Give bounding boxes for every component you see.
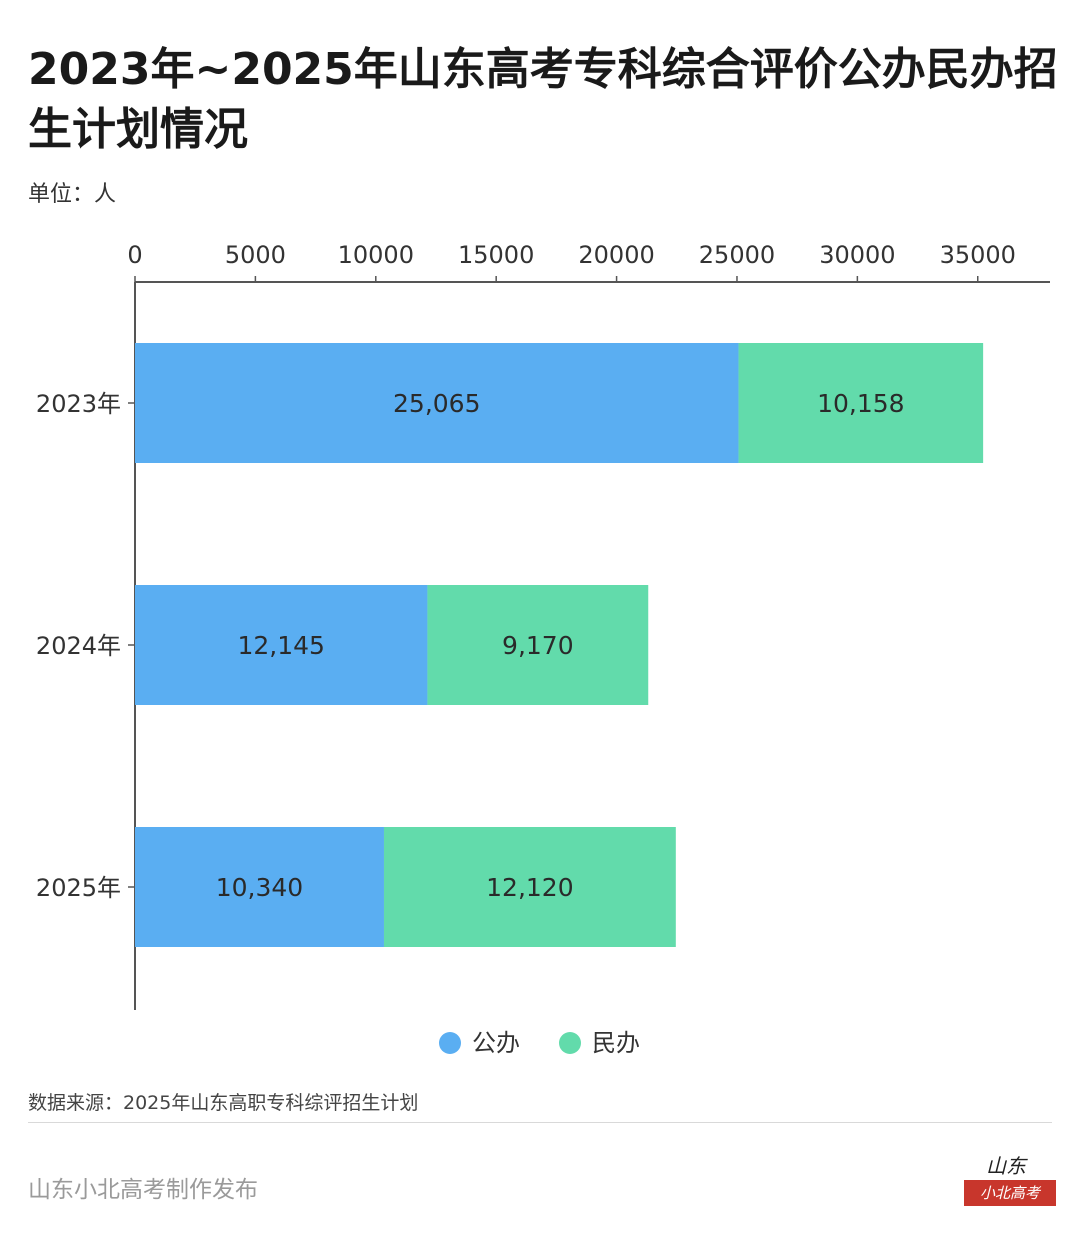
bar-segment	[738, 343, 984, 463]
x-tick-label: 15000	[458, 241, 534, 269]
unit-label: 单位：人	[28, 182, 117, 207]
bar-segment	[135, 343, 739, 463]
data-source: 数据来源：2025年山东高职专科综评招生计划	[28, 1092, 419, 1114]
x-tick-label: 20000	[578, 241, 654, 269]
legend-marker	[559, 1032, 581, 1054]
x-tick-label: 35000	[940, 241, 1016, 269]
stacked-bar-chart: 0 5000 10000 15000 20000 25000 30000 35000 2023年…	[36, 241, 1050, 1057]
data-label: 25,065	[393, 389, 480, 418]
data-label: 12,145	[237, 631, 324, 660]
category-label: 2024年	[36, 632, 121, 660]
bar-segment	[427, 585, 649, 705]
category-label: 2025年	[36, 874, 121, 902]
legend-label: 民办	[592, 1029, 640, 1057]
divider	[28, 1122, 1052, 1123]
bar-segment	[135, 827, 384, 947]
chart-title: 2023年~2025年山东高考专科综合评价公办民办招生计划情况	[28, 44, 1058, 155]
brand-logo: 山东 小北高考	[964, 1150, 1056, 1210]
x-tick-label: 10000	[338, 241, 414, 269]
category-label: 2023年	[36, 390, 121, 418]
legend-marker	[439, 1032, 461, 1054]
data-label: 9,170	[502, 631, 574, 660]
data-label: 10,340	[216, 873, 303, 902]
footer-credit: 山东小北高考制作发布	[28, 1177, 258, 1203]
x-tick-label: 25000	[699, 241, 775, 269]
x-tick-label: 0	[127, 241, 142, 269]
x-tick-label: 30000	[819, 241, 895, 269]
logo-script: 山东	[986, 1154, 1026, 1178]
logo-badge: 小北高考	[964, 1180, 1056, 1206]
legend-label: 公办	[472, 1029, 520, 1057]
data-label: 10,158	[817, 389, 904, 418]
bar-segment	[135, 585, 428, 705]
data-label: 12,120	[486, 873, 573, 902]
bar-segment	[383, 827, 676, 947]
x-tick-label: 5000	[225, 241, 286, 269]
